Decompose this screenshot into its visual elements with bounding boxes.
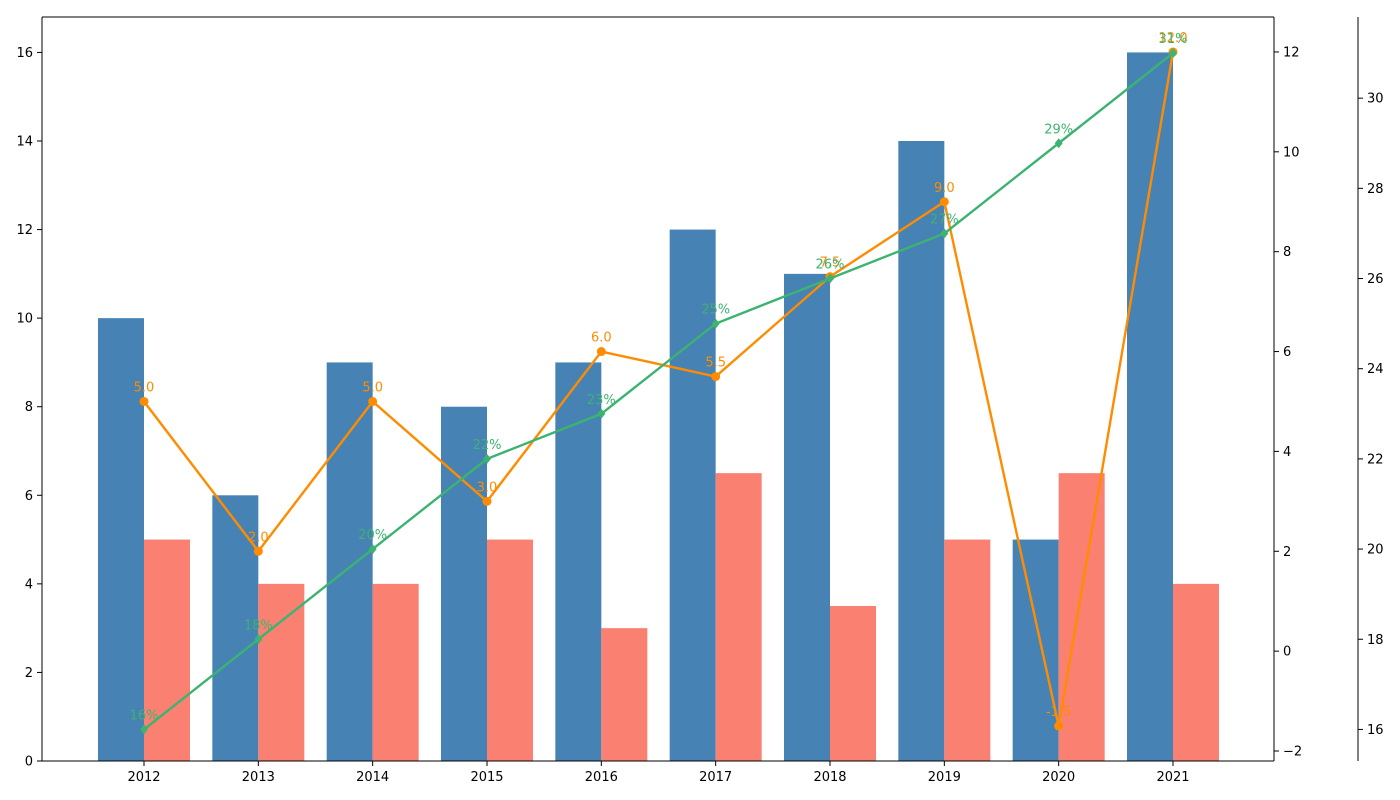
marker-series-3-2014 bbox=[368, 396, 378, 406]
bar-series-1-2021 bbox=[1127, 52, 1173, 761]
marker-series-3-2013 bbox=[253, 546, 263, 556]
bar-series-1-2017 bbox=[669, 229, 716, 762]
right2-tick-label-24: 24 bbox=[1367, 362, 1384, 377]
x-tick-label-2016: 2016 bbox=[585, 770, 618, 785]
x-tick-label-2020: 2020 bbox=[1042, 770, 1075, 785]
value-label-layer: 5.0 2.0 5.0 3.0 6.0 5.5 7.5 9.0 -1.5 12.0 16% 18% 20… bbox=[130, 31, 1188, 723]
marker-series-4-2015 bbox=[483, 453, 491, 464]
right-tick-label-6: 6 bbox=[1283, 345, 1291, 360]
left-tick-label-8: 8 bbox=[25, 400, 33, 415]
right2-tick-label-28: 28 bbox=[1367, 182, 1384, 197]
bar-series-1-2019 bbox=[898, 141, 945, 761]
right-tick-label-4: 4 bbox=[1283, 445, 1291, 460]
data-label-series-4-2018: 26% bbox=[816, 258, 845, 273]
bar-series-2-2020 bbox=[1058, 473, 1105, 761]
x-tick-label-2014: 2014 bbox=[356, 770, 389, 785]
bar-series-2-2013 bbox=[258, 583, 305, 761]
bar-series-2-2019 bbox=[944, 539, 991, 761]
data-label-series-4-2021: 31% bbox=[1159, 32, 1188, 47]
x-tick-label-2018: 2018 bbox=[813, 770, 846, 785]
left-tick-label-12: 12 bbox=[16, 223, 33, 238]
bar-layer bbox=[98, 52, 1219, 762]
bar-series-2-2015 bbox=[487, 539, 533, 761]
right-tick-label-2: 2 bbox=[1283, 545, 1291, 560]
data-label-series-3-2014: 5.0 bbox=[362, 380, 383, 395]
line-layer bbox=[139, 47, 1178, 735]
marker-series-4-2020 bbox=[1054, 138, 1063, 149]
axes-layer: 2012 2013 2014 2015 2016 2017 2018 2019 2020 2021… bbox=[16, 16, 1384, 785]
data-label-series-3-2020: -1.5 bbox=[1046, 705, 1071, 720]
marker-series-3-2017 bbox=[711, 372, 721, 382]
marker-series-3-2019 bbox=[939, 197, 949, 207]
data-label-series-4-2013: 18% bbox=[244, 618, 273, 633]
data-label-series-3-2012: 5.0 bbox=[134, 380, 155, 395]
right2-tick-label-16: 16 bbox=[1367, 723, 1384, 738]
bar-series-2-2021 bbox=[1173, 583, 1219, 761]
left-tick-label-4: 4 bbox=[25, 577, 33, 592]
data-label-series-4-2020: 29% bbox=[1044, 122, 1073, 137]
marker-series-4-2012 bbox=[140, 724, 148, 735]
x-tick-label-2013: 2013 bbox=[242, 770, 275, 785]
marker-series-4-2021 bbox=[1169, 48, 1177, 59]
bar-series-2-2016 bbox=[601, 628, 648, 761]
data-label-series-3-2019: 9.0 bbox=[934, 181, 955, 196]
x-tick-label-2021: 2021 bbox=[1156, 770, 1189, 785]
data-label-series-3-2017: 5.5 bbox=[705, 356, 726, 371]
x-tick-label-2015: 2015 bbox=[470, 770, 503, 785]
x-tick-label-2019: 2019 bbox=[928, 770, 961, 785]
data-label-series-3-2021: 12.0 bbox=[1159, 31, 1188, 46]
right-tick-label-0: 0 bbox=[1283, 645, 1291, 660]
marker-series-4-2016 bbox=[597, 408, 606, 419]
data-label-series-3-2015: 3.0 bbox=[477, 480, 498, 495]
marker-series-3-2020 bbox=[1054, 721, 1064, 731]
data-label-series-4-2012: 16% bbox=[130, 708, 159, 723]
marker-series-4-2014 bbox=[368, 544, 377, 555]
data-label-series-3-2016: 6.0 bbox=[591, 331, 612, 346]
x-tick-label-2012: 2012 bbox=[127, 770, 160, 785]
data-label-series-4-2017: 25% bbox=[701, 303, 730, 318]
marker-series-4-2017 bbox=[711, 318, 720, 329]
left-tick-label-2: 2 bbox=[25, 666, 33, 681]
data-label-series-4-2019: 27% bbox=[930, 212, 959, 227]
line-series-3 bbox=[143, 51, 1175, 727]
right-tick-label-12: 12 bbox=[1283, 45, 1300, 60]
left-tick-label-14: 14 bbox=[16, 135, 33, 150]
marker-series-3-2015 bbox=[482, 496, 492, 506]
right-tick-label--2: −2 bbox=[1283, 745, 1302, 760]
bar-series-1-2014 bbox=[326, 362, 373, 761]
marker-series-3-2016 bbox=[596, 347, 606, 357]
bar-series-2-2012 bbox=[144, 539, 190, 761]
marker-series-4-2013 bbox=[254, 634, 263, 645]
left-tick-label-16: 16 bbox=[16, 46, 33, 61]
data-label-series-4-2014: 20% bbox=[358, 528, 387, 543]
data-label-series-3-2018: 7.5 bbox=[820, 256, 841, 271]
right2-tick-label-22: 22 bbox=[1367, 452, 1384, 467]
x-tick-label-2017: 2017 bbox=[699, 770, 732, 785]
bar-series-1-2012 bbox=[98, 318, 144, 761]
marker-series-4-2018 bbox=[826, 273, 834, 284]
right2-tick-label-30: 30 bbox=[1367, 92, 1384, 107]
data-label-series-3-2013: 2.0 bbox=[248, 530, 269, 545]
right-tick-label-8: 8 bbox=[1283, 245, 1291, 260]
bar-series-1-2018 bbox=[784, 273, 830, 761]
marker-series-4-2019 bbox=[940, 228, 949, 239]
left-tick-label-6: 6 bbox=[25, 489, 33, 504]
right2-tick-label-18: 18 bbox=[1367, 633, 1384, 648]
bar-series-1-2020 bbox=[1012, 539, 1059, 761]
left-tick-label-0: 0 bbox=[25, 755, 33, 770]
data-label-series-4-2015: 22% bbox=[473, 438, 502, 453]
bar-series-1-2015 bbox=[441, 406, 487, 761]
left-tick-label-10: 10 bbox=[16, 312, 33, 327]
line-series-4 bbox=[143, 52, 1174, 731]
right2-tick-label-26: 26 bbox=[1367, 272, 1384, 287]
bar-series-2-2014 bbox=[372, 583, 419, 761]
bar-series-2-2018 bbox=[830, 606, 876, 761]
right2-tick-label-20: 20 bbox=[1367, 543, 1384, 558]
marker-series-3-2012 bbox=[139, 396, 149, 406]
right-tick-label-10: 10 bbox=[1283, 145, 1300, 160]
bar-series-2-2017 bbox=[715, 473, 762, 761]
data-label-series-4-2016: 23% bbox=[587, 393, 616, 408]
